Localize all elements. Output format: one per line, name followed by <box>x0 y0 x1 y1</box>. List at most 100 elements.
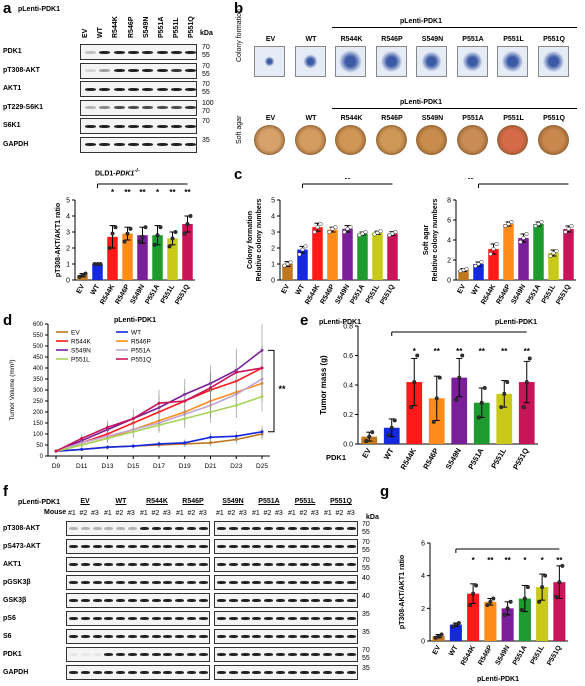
category-label: R546P <box>421 447 440 471</box>
y-tick-label: 2 <box>66 246 70 253</box>
band <box>346 599 356 603</box>
bar <box>533 224 544 280</box>
band <box>198 545 208 549</box>
group-label: R544K <box>146 498 168 505</box>
category-label: P551Q <box>511 446 531 471</box>
data-point <box>524 232 529 237</box>
chart-e: 0.0 0.2 0.4 0.6 0.8 EV WT R544K * R546P ** S549N ** P… <box>319 324 538 471</box>
band <box>128 599 137 603</box>
well-label-top: P551L <box>503 36 524 43</box>
band <box>69 599 78 603</box>
category-label: EV <box>280 283 291 295</box>
data-point <box>468 603 473 608</box>
data-point <box>140 234 145 239</box>
band <box>185 124 197 128</box>
data-point <box>554 248 559 253</box>
data-point <box>83 271 88 276</box>
series-point <box>157 442 161 446</box>
band <box>335 545 344 549</box>
kda-marker: 55 <box>202 52 210 59</box>
data-point <box>457 375 462 380</box>
kda-marker: 70 <box>202 81 210 88</box>
band <box>252 545 262 549</box>
band <box>116 671 126 675</box>
band <box>228 671 238 675</box>
band <box>175 635 185 639</box>
data-point <box>297 252 302 257</box>
softagar-well <box>456 125 488 155</box>
data-point <box>409 405 414 410</box>
data-point <box>533 224 538 229</box>
band <box>187 599 196 603</box>
y-tick-label: 100 <box>33 432 44 438</box>
band <box>276 653 285 657</box>
band <box>156 69 168 73</box>
blot-strip <box>214 521 358 536</box>
y-tick-label: 550 <box>33 333 44 339</box>
band <box>335 563 344 567</box>
kda-marker: 100 <box>202 99 214 107</box>
band <box>80 527 90 531</box>
band <box>299 617 309 621</box>
panel-f-kda: kDa <box>366 514 379 521</box>
kda-marker: 70 <box>362 521 370 528</box>
band <box>311 563 321 567</box>
band <box>187 671 196 675</box>
kda-marker: 35 <box>362 665 370 672</box>
series-point <box>80 436 84 440</box>
replicate-label: #3 <box>127 510 135 517</box>
band <box>99 124 111 128</box>
blot-name: S6 <box>3 633 12 640</box>
bar <box>473 402 490 444</box>
band <box>116 617 126 621</box>
kda-marker: 70 <box>202 62 210 70</box>
blot-strip <box>66 539 210 554</box>
blot-strip <box>66 629 210 644</box>
significance-star: ** <box>139 188 146 197</box>
band <box>346 563 356 567</box>
band <box>69 527 78 531</box>
band <box>175 617 185 621</box>
data-point <box>288 260 293 265</box>
band <box>139 545 149 549</box>
data-point <box>540 585 545 590</box>
x-axis-title: pLenti-PDK1 <box>319 319 361 326</box>
data-point <box>363 230 368 235</box>
data-point <box>357 233 362 238</box>
data-point <box>312 230 317 235</box>
band <box>299 563 309 567</box>
y-tick-label: 600 <box>33 322 44 328</box>
band <box>128 671 137 675</box>
softagar-well <box>416 125 447 155</box>
band <box>323 581 333 585</box>
legend-label: P551L <box>71 357 90 364</box>
data-point <box>433 635 438 640</box>
data-point <box>453 622 458 627</box>
data-point <box>98 261 103 266</box>
data-point <box>491 596 496 601</box>
blot-strip <box>214 647 358 662</box>
band <box>85 124 96 128</box>
band <box>323 527 333 531</box>
panel-a-construct: pLenti-PDK1 <box>18 6 60 13</box>
band <box>104 563 114 567</box>
category-label: S549N <box>495 645 512 667</box>
band <box>175 599 185 603</box>
data-point <box>360 231 365 236</box>
blot-strip <box>66 611 210 626</box>
data-point <box>548 253 553 258</box>
band <box>80 671 90 675</box>
category-label: S549N <box>444 447 463 471</box>
data-point <box>282 263 287 268</box>
data-point <box>378 229 383 234</box>
panel-e-letter: e <box>300 312 309 329</box>
kda-marker: 70 <box>362 557 370 564</box>
band <box>299 599 309 603</box>
category-label: R544K <box>460 645 477 667</box>
series-point <box>209 386 212 390</box>
bar <box>372 232 383 280</box>
band <box>151 635 161 639</box>
bar <box>342 228 353 280</box>
data-point <box>390 231 395 236</box>
